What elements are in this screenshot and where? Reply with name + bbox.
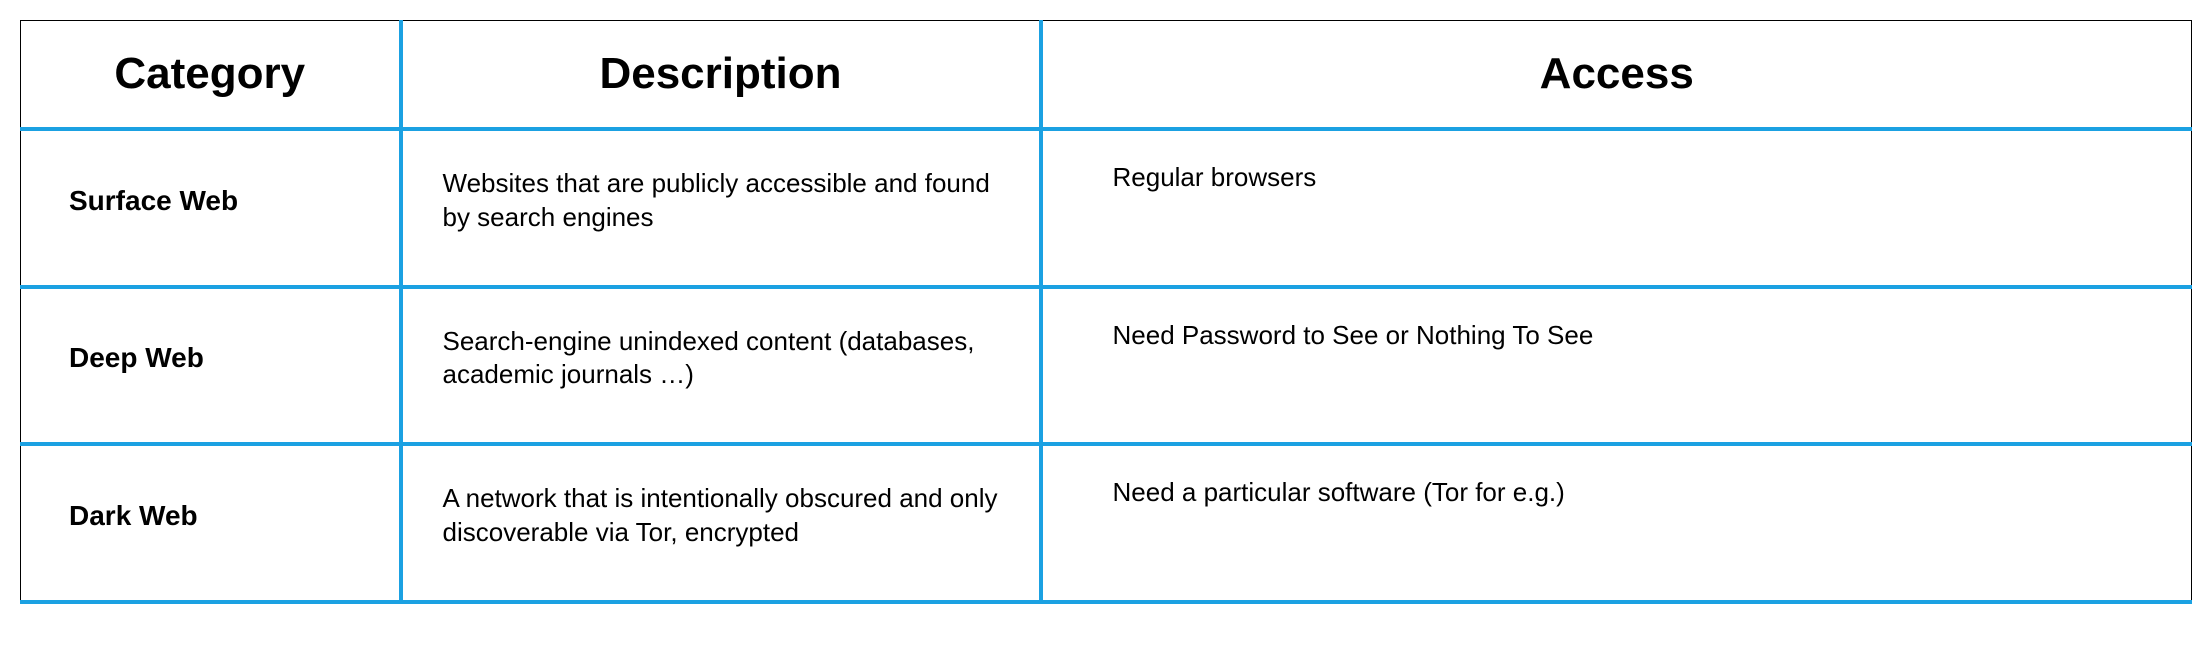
table-header-row: Category Description Access: [21, 21, 2192, 130]
column-header-access: Access: [1041, 21, 2192, 130]
cell-access: Need a particular software (Tor for e.g.…: [1041, 444, 2192, 602]
cell-description-text: A network that is intentionally obscured…: [443, 482, 999, 550]
table-row: Surface Web Websites that are publicly a…: [21, 129, 2192, 287]
web-layers-table: Category Description Access Surface Web …: [20, 20, 2192, 604]
cell-category: Dark Web: [21, 444, 401, 602]
cell-description: Search-engine unindexed content (databas…: [401, 287, 1041, 445]
table-row: Deep Web Search-engine unindexed content…: [21, 287, 2192, 445]
column-header-category: Category: [21, 21, 401, 130]
cell-description-text: Search-engine unindexed content (databas…: [443, 325, 999, 393]
cell-description: A network that is intentionally obscured…: [401, 444, 1041, 602]
table-row: Dark Web A network that is intentionally…: [21, 444, 2192, 602]
column-header-description: Description: [401, 21, 1041, 130]
cell-access: Regular browsers: [1041, 129, 2192, 287]
cell-description: Websites that are publicly accessible an…: [401, 129, 1041, 287]
cell-category: Surface Web: [21, 129, 401, 287]
cell-category: Deep Web: [21, 287, 401, 445]
cell-access: Need Password to See or Nothing To See: [1041, 287, 2192, 445]
cell-description-text: Websites that are publicly accessible an…: [443, 167, 999, 235]
